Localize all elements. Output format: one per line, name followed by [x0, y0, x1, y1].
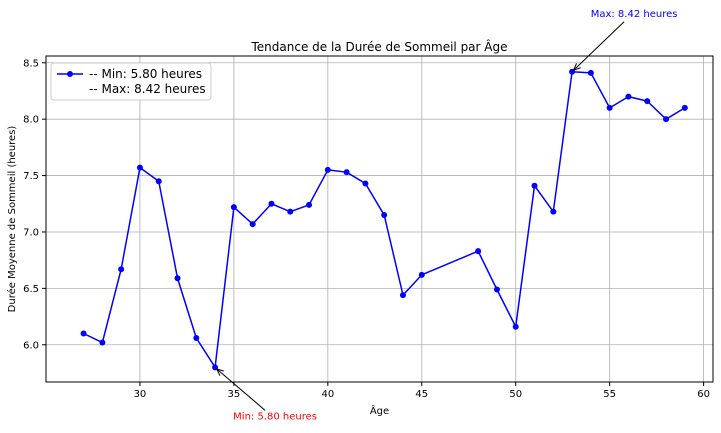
chart-title: Tendance de la Durée de Sommeil par Âge [250, 39, 507, 54]
y-tick-label: 7.5 [23, 171, 39, 182]
annotations: Min: 5.80 heures Max: 8.42 heures [217, 9, 678, 422]
x-tick-label: 45 [415, 389, 428, 400]
legend-entry-max: -- Max: 8.42 heures [89, 82, 206, 96]
data-point [681, 104, 688, 111]
data-point [99, 339, 106, 346]
x-tick-label: 50 [509, 389, 522, 400]
data-point [306, 201, 313, 208]
x-axis-label: Âge [370, 404, 389, 417]
data-point [644, 98, 651, 105]
x-tick-label: 35 [228, 389, 241, 400]
data-point [249, 221, 256, 228]
y-tick-label: 7.0 [23, 227, 39, 238]
y-tick-label: 6.5 [23, 284, 39, 295]
data-point [550, 208, 557, 215]
data-point [606, 104, 613, 111]
data-point [268, 200, 275, 207]
series-layer [80, 68, 688, 371]
annotation-arrow [574, 21, 625, 71]
data-point [193, 335, 200, 342]
data-point [475, 248, 482, 255]
axis-ticks: 30 35 40 45 50 55 60 6.0 6.5 7.0 7.5 8.0 8.5 [23, 58, 710, 400]
y-tick-label: 6.0 [23, 340, 39, 351]
data-point [324, 166, 331, 173]
y-tick-label: 8.0 [23, 115, 39, 126]
data-point [230, 204, 237, 211]
data-point [625, 93, 632, 100]
legend-entry-min: -- Min: 5.80 heures [89, 67, 202, 81]
annotation-label: Max: 8.42 heures [591, 9, 678, 20]
data-point [80, 330, 87, 337]
data-point [174, 275, 181, 282]
data-point [343, 169, 350, 176]
annotation-label: Min: 5.80 heures [233, 411, 317, 422]
data-point [531, 182, 538, 189]
x-tick-label: 55 [603, 389, 616, 400]
x-tick-label: 30 [134, 389, 147, 400]
y-axis-label: Durée Moyenne de Sommeil (heures) [6, 126, 18, 313]
y-tick-label: 8.5 [23, 58, 39, 69]
legend-box [50, 62, 212, 101]
data-point [587, 69, 594, 76]
grid [46, 56, 713, 382]
data-point [362, 180, 369, 187]
legend-marker [67, 71, 73, 77]
data-point [493, 286, 500, 293]
data-point [512, 323, 519, 330]
x-tick-label: 40 [321, 389, 334, 400]
data-point [418, 271, 425, 278]
annotation-arrow [217, 369, 266, 411]
legend: -- Min: 5.80 heures -- Max: 8.42 heures [50, 62, 212, 101]
plot-frame [45, 55, 714, 383]
x-tick-label: 60 [697, 389, 710, 400]
data-point [155, 178, 162, 185]
data-point [136, 164, 143, 171]
data-point [381, 212, 388, 219]
data-point [399, 292, 406, 299]
data-point [287, 208, 294, 215]
data-point [663, 116, 670, 123]
data-point [118, 266, 125, 273]
